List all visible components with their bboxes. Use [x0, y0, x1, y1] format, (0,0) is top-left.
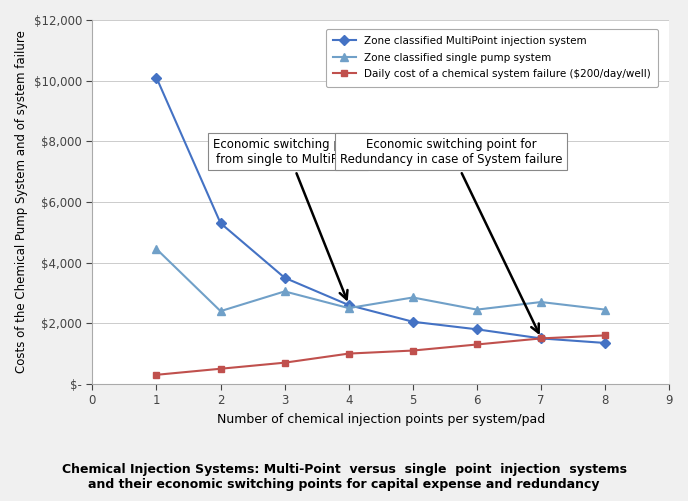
Zone classified single pump system	[345, 305, 353, 311]
Zone classified single pump system	[217, 308, 225, 314]
Daily cost of a chemical system failure ($200/day/well)	[152, 372, 160, 378]
Daily cost of a chemical system failure ($200/day/well)	[409, 348, 417, 354]
Zone classified MultiPoint injection system	[345, 302, 353, 308]
Zone classified single pump system	[281, 289, 289, 295]
Daily cost of a chemical system failure ($200/day/well)	[537, 335, 545, 341]
Line: Daily cost of a chemical system failure ($200/day/well): Daily cost of a chemical system failure …	[153, 332, 609, 378]
Zone classified MultiPoint injection system	[152, 75, 160, 81]
Zone classified MultiPoint injection system	[217, 220, 225, 226]
Line: Zone classified MultiPoint injection system: Zone classified MultiPoint injection sys…	[153, 74, 609, 346]
Zone classified single pump system	[537, 299, 545, 305]
Zone classified single pump system	[601, 307, 610, 313]
Daily cost of a chemical system failure ($200/day/well)	[345, 351, 353, 357]
Daily cost of a chemical system failure ($200/day/well)	[281, 360, 289, 366]
Zone classified single pump system	[409, 295, 417, 301]
Daily cost of a chemical system failure ($200/day/well)	[217, 366, 225, 372]
Y-axis label: Costs of the Chemical Pump System and of system failure: Costs of the Chemical Pump System and of…	[15, 31, 28, 373]
X-axis label: Number of chemical injection points per system/pad: Number of chemical injection points per …	[217, 413, 545, 426]
Text: Chemical Injection Systems: Multi-Point  versus  single  point  injection  syste: Chemical Injection Systems: Multi-Point …	[61, 463, 627, 491]
Daily cost of a chemical system failure ($200/day/well)	[601, 332, 610, 338]
Zone classified MultiPoint injection system	[281, 275, 289, 281]
Zone classified MultiPoint injection system	[537, 335, 545, 341]
Zone classified MultiPoint injection system	[409, 319, 417, 325]
Zone classified single pump system	[473, 307, 481, 313]
Line: Zone classified single pump system: Zone classified single pump system	[152, 245, 610, 315]
Zone classified MultiPoint injection system	[601, 340, 610, 346]
Text: Economic switching point for
Redundancy in case of System failure: Economic switching point for Redundancy …	[340, 138, 563, 333]
Text: Economic switching point
from single to MultiPoint: Economic switching point from single to …	[213, 138, 363, 299]
Zone classified MultiPoint injection system	[473, 326, 481, 332]
Legend: Zone classified MultiPoint injection system, Zone classified single pump system,: Zone classified MultiPoint injection sys…	[325, 29, 658, 87]
Zone classified single pump system	[152, 246, 160, 252]
Daily cost of a chemical system failure ($200/day/well)	[473, 342, 481, 348]
